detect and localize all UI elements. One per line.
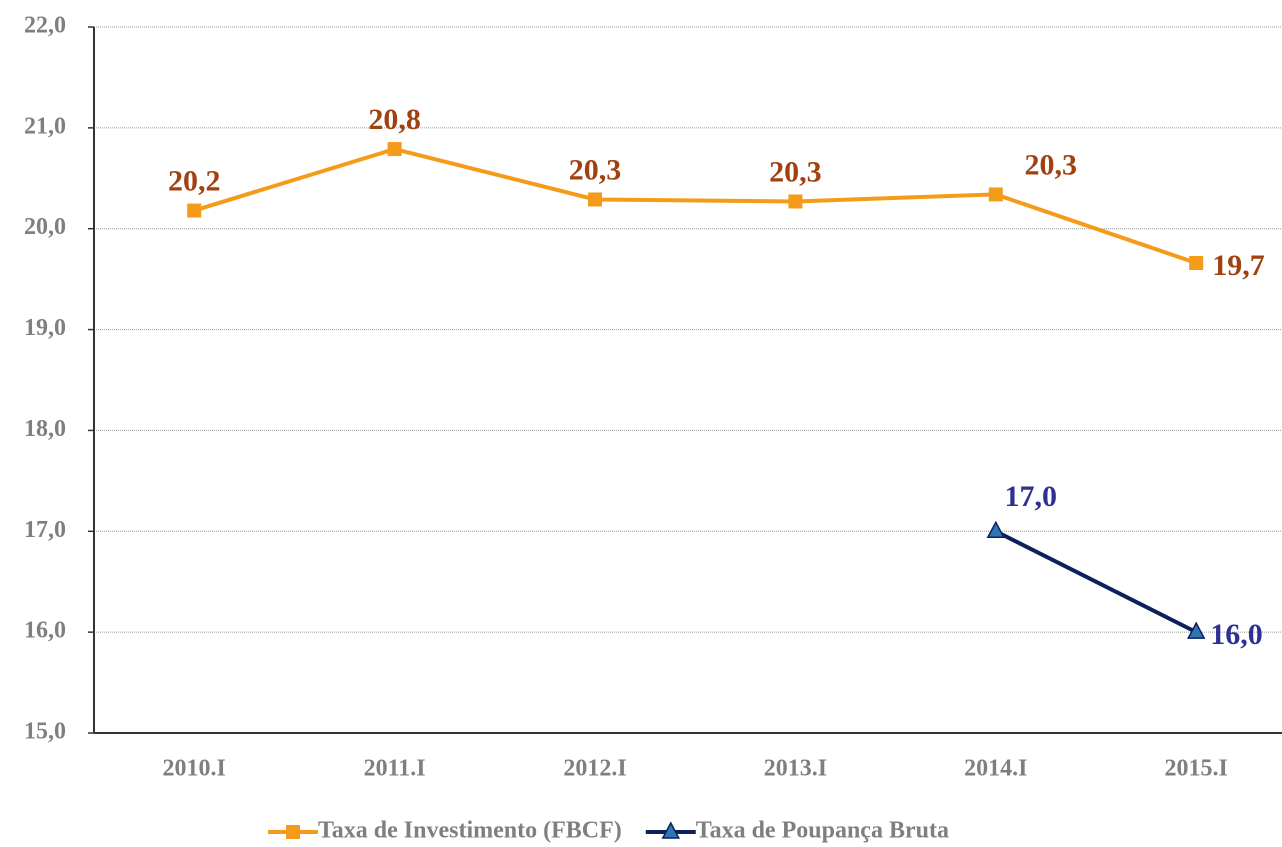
y-tick-label: 22,0 bbox=[24, 13, 66, 39]
y-tick-label: 18,0 bbox=[24, 416, 66, 442]
data-label: 19,7 bbox=[1212, 249, 1265, 282]
series: 17,0 16,0 bbox=[986, 480, 1263, 651]
marker bbox=[187, 203, 202, 218]
x-tick-label: 2011.I bbox=[364, 756, 426, 782]
marker bbox=[788, 194, 803, 209]
marker bbox=[588, 192, 602, 207]
data-label: 20,3 bbox=[569, 153, 622, 186]
legend-marker bbox=[286, 825, 300, 839]
x-tick-label: 2010.I bbox=[163, 756, 226, 782]
y-tick-label: 15,0 bbox=[24, 719, 66, 745]
data-label: 17,0 bbox=[1005, 480, 1058, 513]
marker bbox=[988, 187, 1003, 202]
data-label: 16,0 bbox=[1210, 618, 1263, 651]
x-tick-label: 2012.I bbox=[563, 756, 626, 782]
legend-item: Taxa de Poupança Bruta bbox=[645, 818, 949, 844]
marker bbox=[1189, 256, 1204, 271]
data-label: 20,3 bbox=[1025, 148, 1078, 181]
data-label: 20,3 bbox=[769, 155, 822, 188]
line bbox=[193, 146, 1197, 265]
legend-label: Taxa de Poupança Bruta bbox=[696, 818, 949, 844]
legend-label: Taxa de Investimento (FBCF) bbox=[318, 818, 622, 844]
line bbox=[994, 529, 1198, 634]
y-tick-label: 21,0 bbox=[24, 113, 66, 139]
x-tick-label: 2013.I bbox=[764, 756, 827, 782]
marker bbox=[1186, 621, 1206, 639]
data-label: 20,2 bbox=[168, 164, 221, 197]
marker bbox=[387, 142, 402, 157]
legend-marker bbox=[661, 821, 681, 839]
y-tick-label: 16,0 bbox=[24, 618, 66, 644]
y-tick-label: 19,0 bbox=[24, 315, 66, 341]
y-tick-label: 17,0 bbox=[24, 517, 66, 543]
data-label: 20,8 bbox=[368, 103, 421, 136]
series: 20,2 20,8 20,3 20,3 20,3 19,7 bbox=[168, 103, 1265, 282]
y-tick-label: 20,0 bbox=[24, 214, 66, 240]
x-tick-label: 2015.I bbox=[1165, 756, 1228, 782]
legend-item: Taxa de Investimento (FBCF) bbox=[268, 818, 622, 844]
x-tick-label: 2014.I bbox=[964, 756, 1027, 782]
marker bbox=[986, 520, 1006, 539]
